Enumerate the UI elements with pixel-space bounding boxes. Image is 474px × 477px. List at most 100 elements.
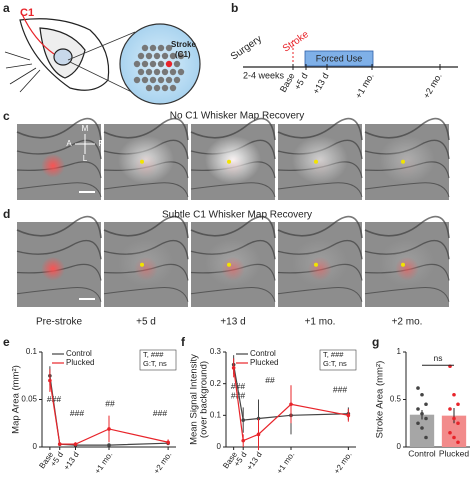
annotation: ### [153, 408, 167, 418]
bar [409, 414, 435, 447]
data-point [456, 402, 460, 407]
x-tick-label: +2 mo. [152, 450, 174, 475]
legend-label: Plucked [66, 358, 94, 367]
barrel [153, 68, 161, 76]
barrel [169, 68, 177, 76]
data-point [424, 435, 428, 440]
c1-marker [227, 159, 231, 164]
barrel [149, 60, 157, 68]
stats-box [139, 349, 177, 371]
mouse-drawing [4, 13, 201, 105]
vessel [277, 182, 363, 198]
data-point [452, 416, 456, 421]
data-point [424, 402, 428, 407]
vessel [364, 117, 450, 141]
barrel [145, 68, 153, 76]
y-tick-label: 0.5 [390, 395, 402, 404]
data-point [416, 407, 420, 411]
c1-marker [401, 262, 405, 267]
barrel [161, 68, 169, 76]
barrel [137, 52, 145, 60]
whisker-label: C1 [20, 7, 34, 19]
stats-text: G:T, ns [143, 359, 167, 368]
annotation: ### [231, 381, 245, 391]
panel-title: Subtle C1 Whisker Map Recovery [162, 210, 312, 221]
annotation: ## [105, 399, 115, 409]
timepoint-label: +2 mo. [421, 71, 444, 100]
barrel [133, 60, 141, 68]
compass-label: A [66, 139, 72, 148]
barrel [161, 84, 169, 92]
annotation: ## [265, 375, 275, 385]
compass-label: L [83, 154, 88, 163]
annotation: ### [231, 391, 245, 401]
data-point [452, 392, 456, 397]
panel-label: b [231, 1, 238, 15]
y-tick-label: 0 [397, 442, 402, 451]
stats-box [319, 349, 357, 371]
data-point [456, 421, 460, 426]
vessel [277, 287, 363, 302]
data-point [73, 442, 78, 446]
data-point [416, 421, 420, 426]
x-tick-label: Plucked [439, 448, 470, 458]
column-label: +5 d [136, 317, 156, 328]
data-point [424, 416, 428, 421]
panel-label: d [3, 207, 10, 221]
barrel [157, 76, 165, 84]
c1-marker [314, 262, 318, 267]
vessel [364, 215, 450, 239]
data-point [107, 427, 111, 431]
column-label: Pre-stroke [36, 317, 83, 328]
c1-marker [314, 159, 318, 164]
vessel [277, 215, 363, 239]
data-point [231, 366, 236, 370]
legend-label: Control [66, 349, 92, 358]
stroke-region [308, 153, 332, 178]
y-tick-label: 0 [217, 442, 222, 451]
vessel [103, 182, 189, 198]
panel-label: g [372, 335, 379, 349]
vessel [16, 263, 102, 281]
barrel [149, 76, 157, 84]
vessel [16, 161, 102, 179]
annotation: ### [70, 408, 84, 418]
weeks-label: 2-4 weeks [243, 70, 285, 80]
barrel [141, 60, 149, 68]
barrel [177, 68, 185, 76]
barrel-dots [133, 44, 185, 92]
stroke-region [41, 256, 65, 281]
vessel [16, 239, 102, 260]
stroke-region [221, 153, 245, 178]
y-tick-label: 1 [397, 347, 402, 356]
stats-text: G:T, ns [323, 359, 347, 368]
vessel [103, 287, 189, 302]
vessel [364, 287, 450, 302]
vessel [277, 117, 363, 141]
column-label: +2 mo. [392, 317, 423, 328]
y-axis-title: Stroke Area (mm²) [375, 361, 386, 439]
y-axis-title: Map Area (mm²) [11, 365, 22, 434]
vessel [16, 139, 102, 160]
stroke-region [221, 256, 245, 281]
y-tick-label: 0 [33, 442, 38, 451]
x-tick-label: +1 mo. [93, 450, 115, 475]
y-axis-title: (over background) [199, 361, 210, 438]
vessel [16, 182, 102, 198]
y-axis-title: Mean Signal Intensity [189, 354, 200, 445]
barrel [149, 44, 157, 52]
c1-marker [140, 159, 144, 164]
barrel [141, 44, 149, 52]
timepoint-label: +13 d [311, 71, 331, 96]
vessel [190, 287, 276, 302]
barrel [169, 52, 177, 60]
vessel [16, 117, 102, 141]
panel-label: f [181, 335, 186, 349]
stroke-label: (C1) [175, 50, 191, 59]
annotation: ### [333, 384, 347, 394]
y-tick-label: 0.1 [210, 410, 222, 419]
data-point [416, 386, 420, 390]
vessel [190, 117, 276, 141]
forced-use-label: Forced Use [316, 53, 363, 63]
